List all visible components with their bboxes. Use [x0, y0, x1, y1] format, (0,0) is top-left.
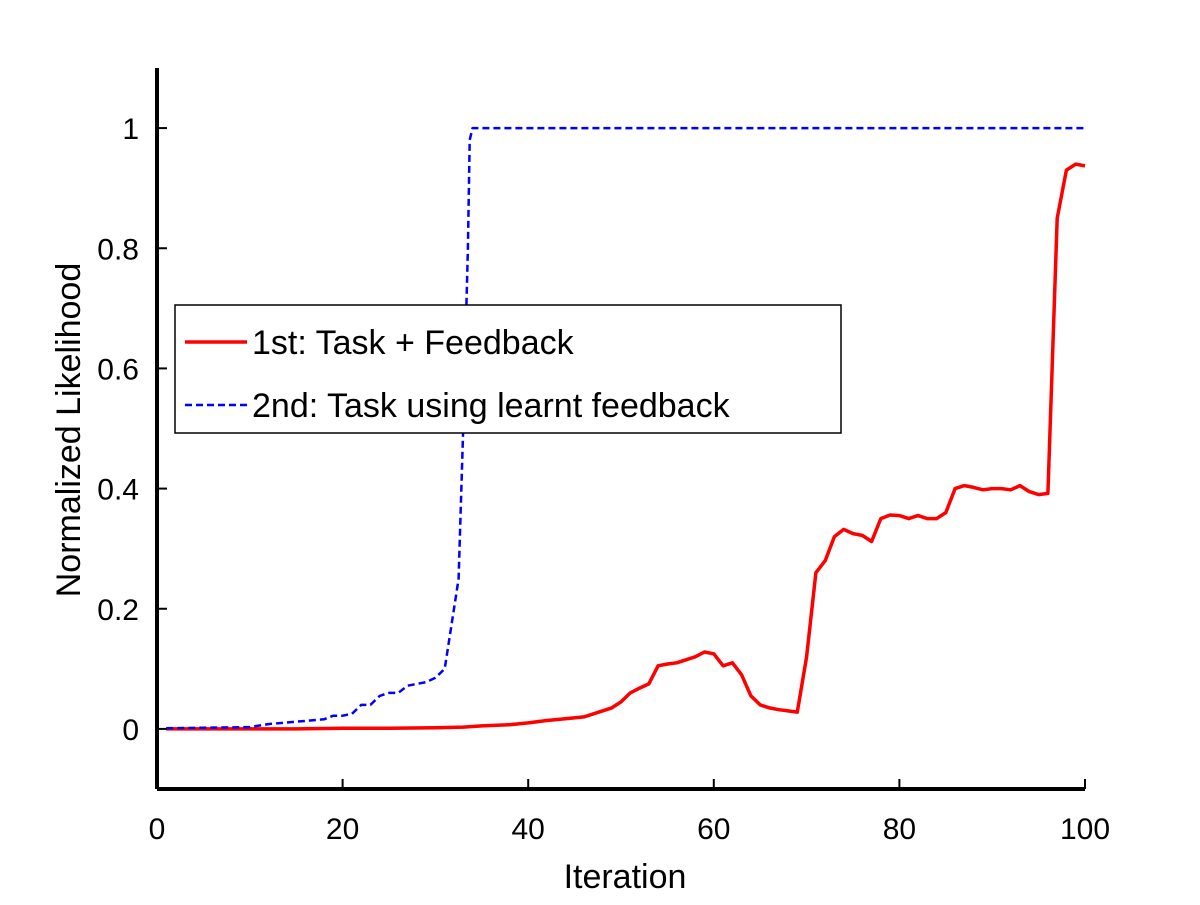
- y-tick-label: 0.2: [97, 594, 139, 627]
- series-line-2: [166, 126, 1085, 730]
- series-line-1: [166, 162, 1086, 731]
- y-tick-label: 0.4: [97, 474, 139, 507]
- legend-box: [174, 304, 842, 434]
- y-tick-label: 1: [122, 113, 139, 146]
- x-tick-label: 20: [326, 813, 359, 846]
- x-tick-label: 0: [149, 813, 166, 846]
- y-tick-label: 0: [122, 714, 139, 747]
- legend: 1st: Task + Feedback 2nd: Task using lear…: [174, 304, 842, 434]
- y-axis-title: Normalized Likelihood: [50, 263, 88, 598]
- y-tick-label: 0.8: [97, 233, 139, 266]
- plot-area: [166, 126, 1086, 731]
- y-tick-label: 0.6: [97, 353, 139, 386]
- legend-label-1: 1st: Task + Feedback: [252, 324, 575, 362]
- legend-label-2: 2nd: Task using learnt feedback: [252, 387, 731, 425]
- x-tick-label: 40: [512, 813, 545, 846]
- x-tick-label: 100: [1060, 813, 1110, 846]
- x-axis-title: Iteration: [564, 858, 687, 896]
- x-tick-label: 80: [883, 813, 916, 846]
- x-tick-label: 60: [697, 813, 730, 846]
- axes: 0 20 40 60 80 100 0 0.2 0.4 0.6 0.8 1: [97, 68, 1110, 846]
